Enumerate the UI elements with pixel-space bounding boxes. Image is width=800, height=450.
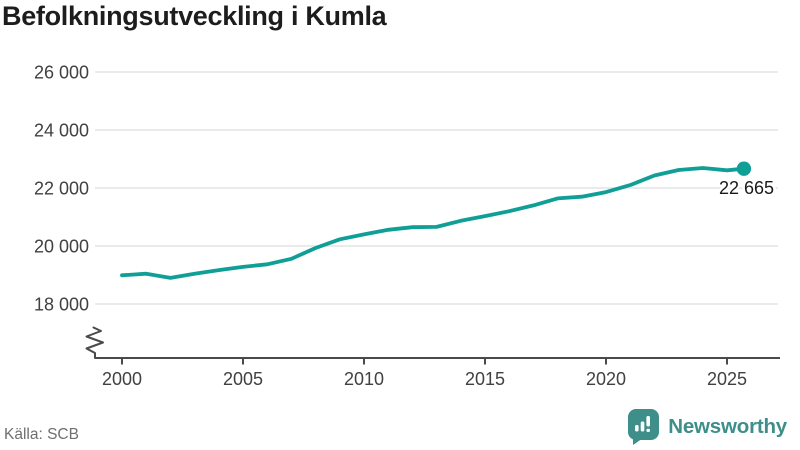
y-axis-labels: 26 000 24 000 22 000 20 000 18 000 — [34, 63, 89, 315]
y-axis-break-icon — [85, 326, 104, 359]
newsworthy-logo[interactable]: Newsworthy — [627, 407, 787, 447]
source-label: Källa: SCB — [4, 426, 79, 443]
newsworthy-wordmark: Newsworthy — [668, 415, 787, 438]
y-tick-label: 22 000 — [34, 179, 89, 199]
x-tick-label: 2025 — [707, 369, 747, 389]
population-line-series — [120, 166, 746, 280]
x-tick-label: 2020 — [586, 369, 626, 389]
chart-title: Befolkningsutveckling i Kumla — [2, 1, 387, 31]
y-tick-label: 18 000 — [34, 295, 89, 315]
y-tick-label: 26 000 — [34, 63, 89, 83]
x-tick-label: 2010 — [344, 369, 384, 389]
gridlines — [95, 71, 778, 305]
x-tick-label: 2015 — [465, 369, 505, 389]
latest-value-dot — [736, 161, 752, 176]
newsworthy-barchart-bubble-icon — [628, 409, 660, 445]
x-axis: 2000 2005 2010 2015 2020 2025 — [95, 357, 780, 389]
x-tick-label: 2000 — [102, 369, 142, 389]
y-tick-label: 24 000 — [34, 121, 89, 141]
x-tick-label: 2005 — [223, 369, 263, 389]
latest-value-label: 22 665 — [719, 178, 774, 198]
y-tick-label: 20 000 — [34, 237, 89, 257]
